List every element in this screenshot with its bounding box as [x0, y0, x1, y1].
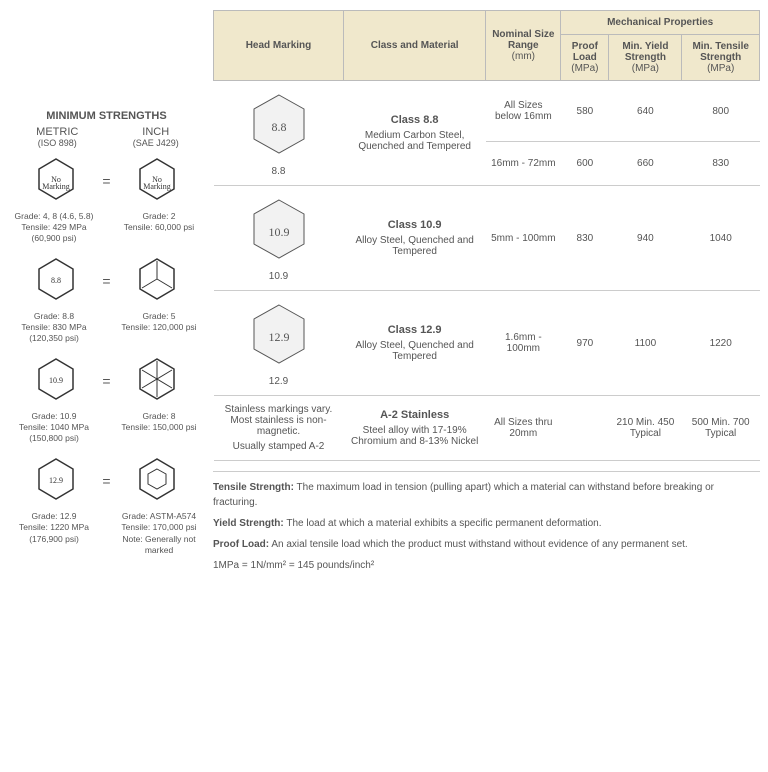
- yield-strength-cell: 1100: [609, 291, 682, 396]
- class-material-cell: A-2 StainlessSteel alloy with 17-19% Chr…: [344, 396, 486, 461]
- tensile-strength-cell: 1040: [682, 186, 760, 291]
- th-class-material: Class and Material: [344, 11, 486, 81]
- proof-load-cell: 600: [561, 142, 609, 186]
- equals-sign: =: [98, 473, 114, 489]
- definitions: Tensile Strength: The maximum load in te…: [213, 471, 760, 573]
- svg-text:10.9: 10.9: [268, 225, 289, 239]
- tensile-strength-cell: 500 Min. 700 Typical: [682, 396, 760, 461]
- size-range-cell: 5mm - 100mm: [486, 186, 561, 291]
- main-table-panel: Head Marking Class and Material Nominal …: [213, 10, 760, 579]
- head-marking-cell: 10.910.9: [214, 186, 344, 291]
- hexagon-icon: 8.8: [31, 254, 81, 304]
- hexagon-icon: NoMarking: [31, 154, 81, 204]
- size-range-cell: All Sizes below 16mm: [486, 81, 561, 142]
- th-tensile: Min. Tensile Strength(MPa): [682, 35, 760, 81]
- size-range-cell: 1.6mm - 100mm: [486, 291, 561, 396]
- hexagon-icon: NoMarking: [132, 154, 182, 204]
- equals-sign: =: [98, 273, 114, 289]
- class-material-cell: Class 12.9Alloy Steel, Quenched and Temp…: [344, 291, 486, 396]
- table-row: 8.88.8Class 8.8Medium Carbon Steel, Quen…: [214, 81, 760, 142]
- hexagon-icon: [132, 254, 182, 304]
- yield-strength-cell: 940: [609, 186, 682, 291]
- th-head-marking: Head Marking: [214, 11, 344, 81]
- proof-load-cell: 580: [561, 81, 609, 142]
- size-range-cell: All Sizes thru 20mm: [486, 396, 561, 461]
- conversion-note: 1MPa = 1N/mm² = 145 pounds/inch²: [213, 558, 760, 573]
- minimum-strengths-panel: MINIMUM STRENGTHS METRIC(ISO 898) INCH(S…: [8, 10, 213, 579]
- proof-load-cell: 970: [561, 291, 609, 396]
- svg-text:12.9: 12.9: [49, 476, 63, 485]
- class-material-cell: Class 8.8Medium Carbon Steel, Quenched a…: [344, 81, 486, 186]
- min-strengths-title: MINIMUM STRENGTHS: [8, 110, 205, 122]
- th-yield: Min. Yield Strength(MPa): [609, 35, 682, 81]
- table-row: 12.912.9Class 12.9Alloy Steel, Quenched …: [214, 291, 760, 396]
- head-marking-cell: 8.88.8: [214, 81, 344, 186]
- head-marking-cell: 12.912.9: [214, 291, 344, 396]
- class-material-cell: Class 10.9Alloy Steel, Quenched and Temp…: [344, 186, 486, 291]
- table-row: 10.910.9Class 10.9Alloy Steel, Quenched …: [214, 186, 760, 291]
- yield-strength-cell: 640: [609, 81, 682, 142]
- svg-text:Marking: Marking: [42, 182, 70, 191]
- tensile-strength-cell: 800: [682, 81, 760, 142]
- comparison-row: 12.9 =: [8, 454, 205, 507]
- hexagon-icon: 12.9: [31, 454, 81, 504]
- comparison-row: NoMarking = NoMarking: [8, 154, 205, 207]
- svg-text:Marking: Marking: [143, 182, 171, 191]
- th-proof: Proof Load(MPa): [561, 35, 609, 81]
- tensile-strength-cell: 1220: [682, 291, 760, 396]
- svg-text:8.8: 8.8: [271, 120, 286, 134]
- svg-text:10.9: 10.9: [49, 376, 63, 385]
- units-header: METRIC(ISO 898) INCH(SAE J429): [8, 126, 205, 148]
- comparison-row: 10.9 =: [8, 354, 205, 407]
- th-nominal: Nominal Size Range(mm): [486, 11, 561, 81]
- svg-text:12.9: 12.9: [268, 330, 289, 344]
- hexagon-icon: [132, 354, 182, 404]
- proof-load-cell: [561, 396, 609, 461]
- equals-sign: =: [98, 373, 114, 389]
- equals-sign: =: [98, 173, 114, 189]
- yield-strength-cell: 660: [609, 142, 682, 186]
- proof-load-cell: 830: [561, 186, 609, 291]
- table-row: Stainless markings vary. Most stainless …: [214, 396, 760, 461]
- hexagon-icon: 10.9: [31, 354, 81, 404]
- yield-strength-cell: 210 Min. 450 Typical: [609, 396, 682, 461]
- hexagon-icon: 10.9: [244, 194, 314, 264]
- tensile-strength-cell: 830: [682, 142, 760, 186]
- hexagon-icon: [132, 454, 182, 504]
- svg-text:8.8: 8.8: [51, 276, 61, 285]
- strength-table: Head Marking Class and Material Nominal …: [213, 10, 760, 461]
- hexagon-icon: 8.8: [244, 89, 314, 159]
- comparison-row: 8.8 =: [8, 254, 205, 307]
- head-marking-cell: Stainless markings vary. Most stainless …: [214, 396, 344, 461]
- size-range-cell: 16mm - 72mm: [486, 142, 561, 186]
- th-mechanical: Mechanical Properties: [561, 11, 760, 35]
- hexagon-icon: 12.9: [244, 299, 314, 369]
